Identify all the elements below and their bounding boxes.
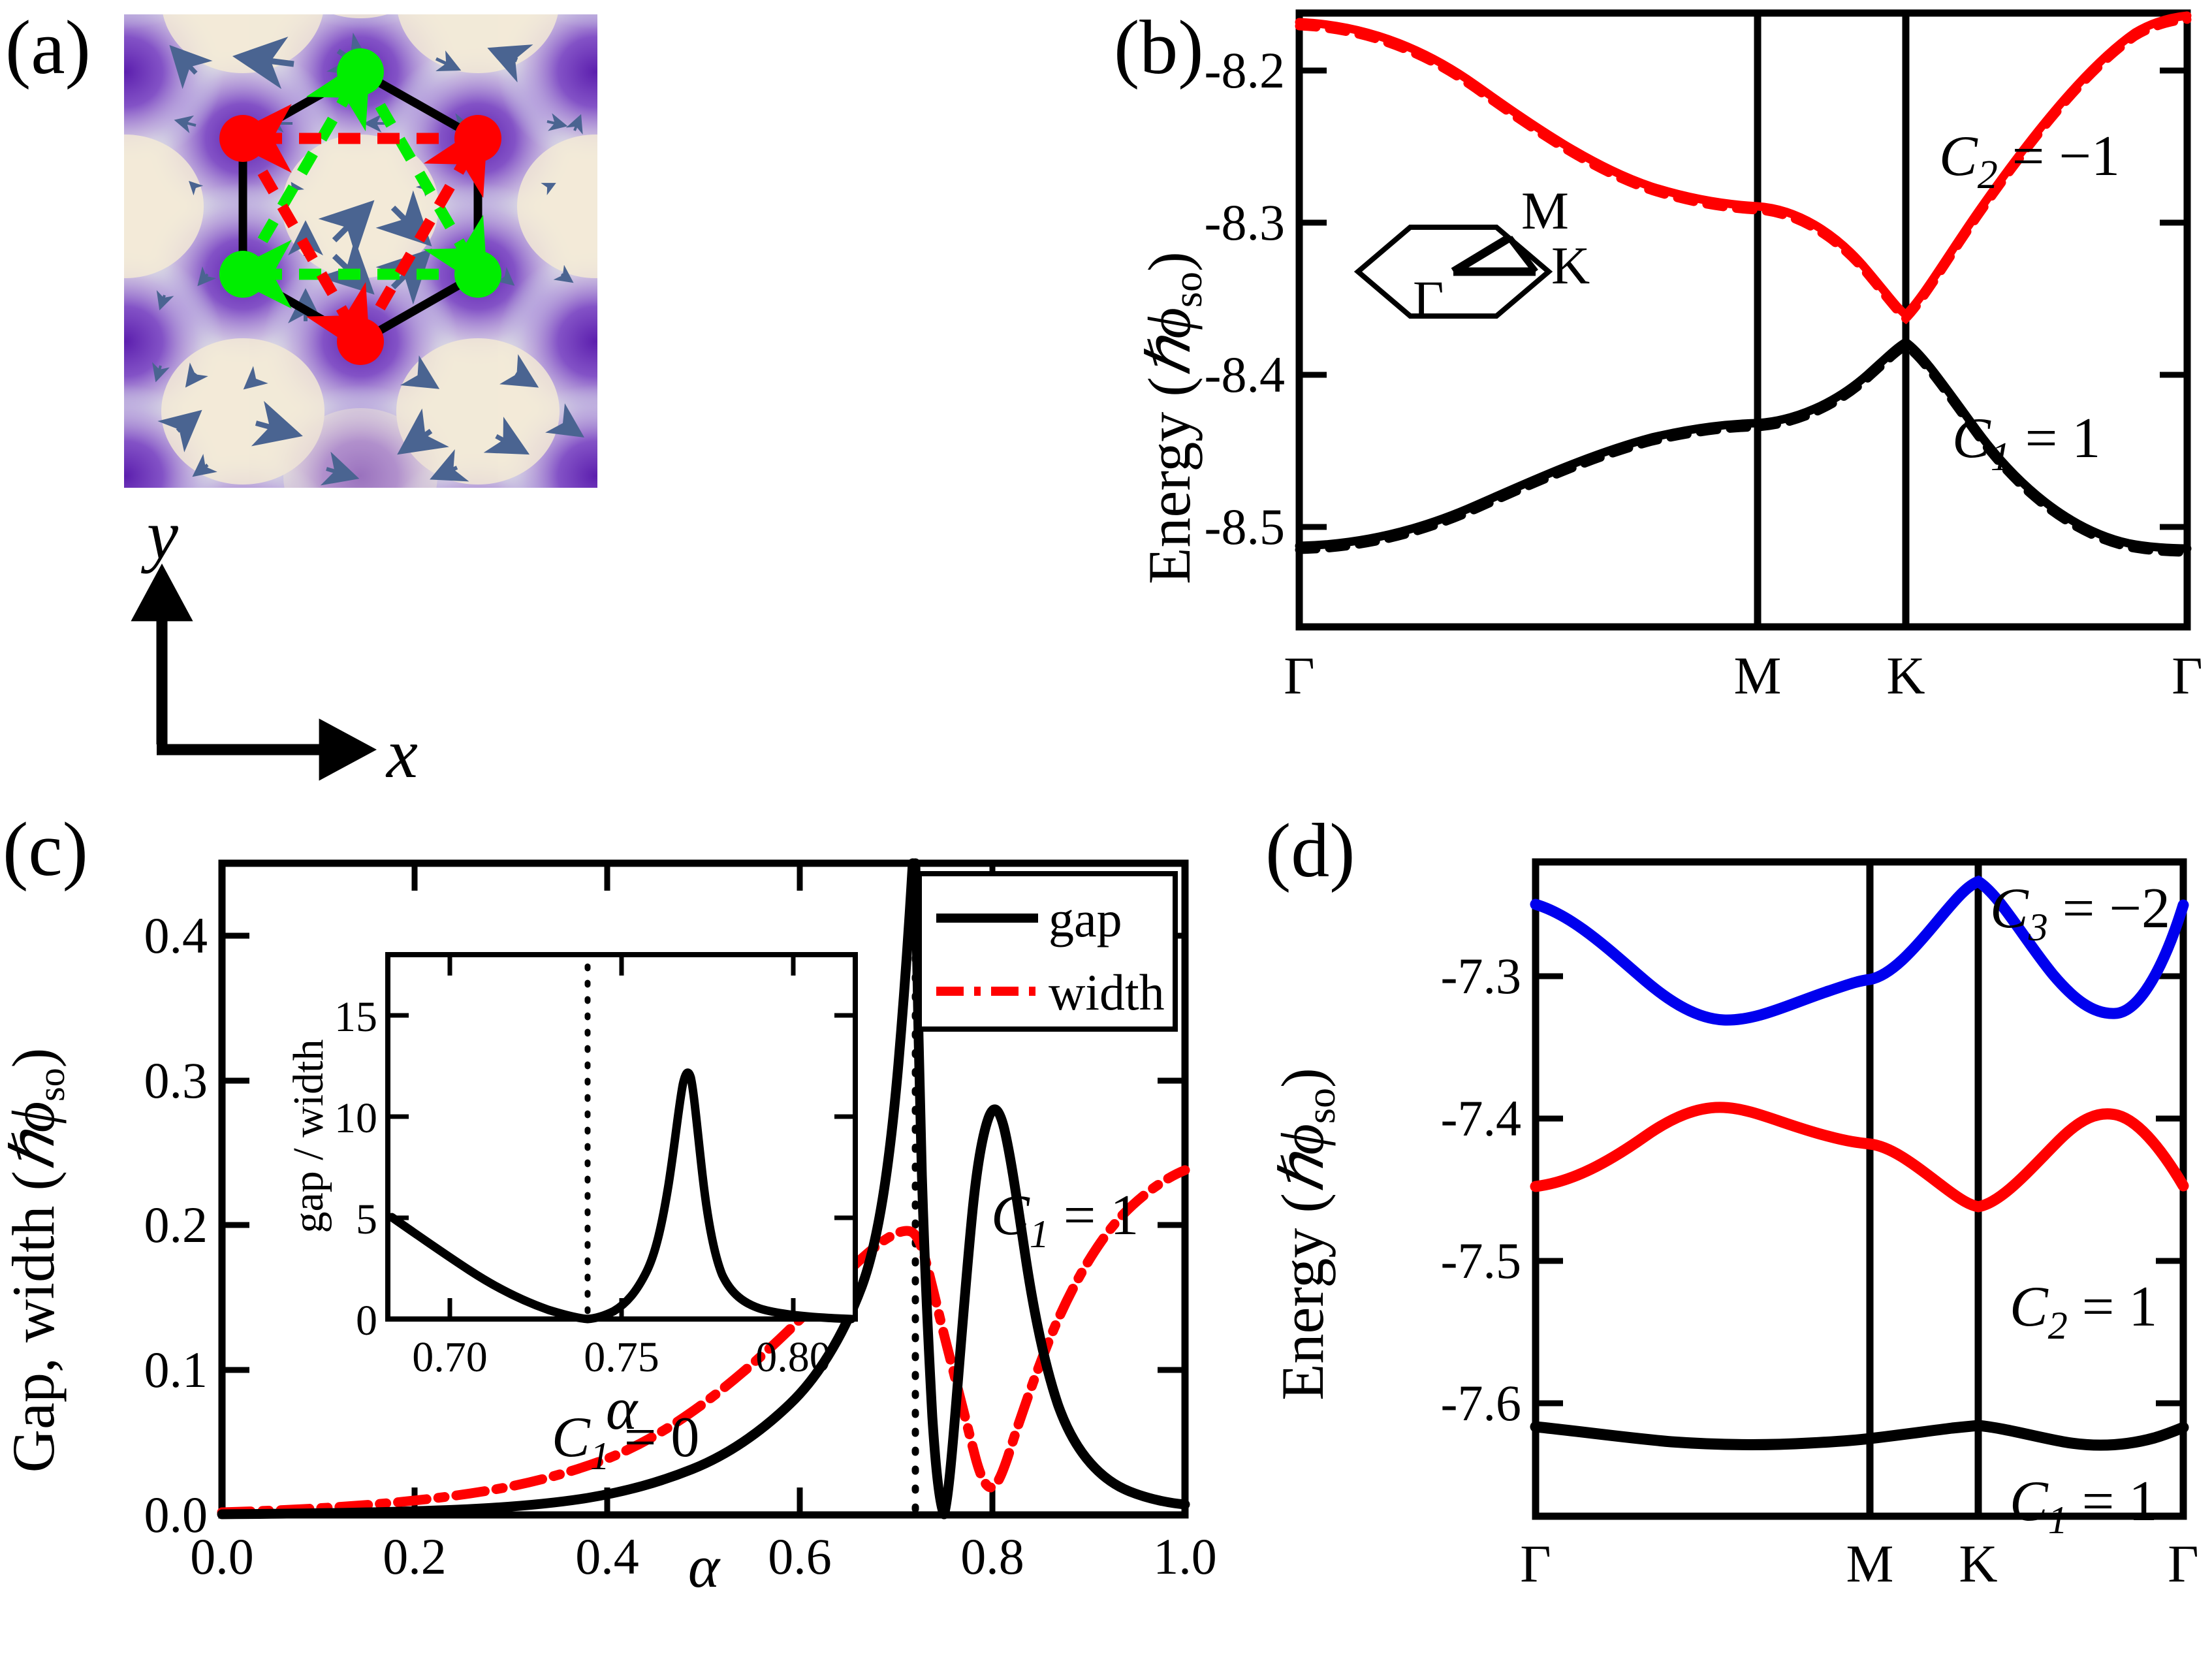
- panel-b-ytick-1: -8.3: [1205, 194, 1285, 251]
- panel-d-ytick-3: -7.6: [1441, 1375, 1521, 1431]
- potential-density-map: [124, 14, 597, 488]
- panel-d-chern-c3: C3 = −2: [1990, 877, 2170, 949]
- panel-b-inset-label-Gamma: Γ: [1413, 270, 1444, 329]
- panel-b-chern-c2: C2 = −1: [1939, 125, 2120, 197]
- panel-c-inset-xtick-0: 0.70: [412, 1333, 488, 1381]
- band-lower: [1295, 337, 2192, 553]
- panel-d-xtick-2: K: [1959, 1534, 1997, 1593]
- panel-d-band1: [1530, 1420, 2189, 1451]
- panel-c-inset-ytick-3: 15: [334, 993, 377, 1041]
- panel-c-xlabel: α: [688, 1533, 721, 1600]
- panel-d-band3: [1530, 875, 2189, 1026]
- panel-b-inset-label-M: M: [1521, 181, 1569, 240]
- panel-c-ylabel: Gap, width (ℏϕso): [0, 1048, 72, 1473]
- panel-c-chern-c1-zero: C1 = 0: [552, 1406, 699, 1478]
- panel-c-legend[interactable]: gap width: [917, 871, 1178, 1032]
- panel-c-curve-gap: [217, 858, 918, 1519]
- panel-d-xtick-3: Γ: [2168, 1534, 2198, 1593]
- panel-a-label: (a): [5, 5, 91, 90]
- site-upper-left: [219, 115, 266, 162]
- panel-c-xtick-1: 0.2: [383, 1528, 447, 1585]
- panel-c-ytick-2: 0.2: [144, 1196, 208, 1253]
- site-lower-left: [219, 251, 266, 298]
- panel-b-yticks: [1299, 67, 2187, 530]
- panel-c-ytick-3: 0.3: [144, 1052, 208, 1109]
- panel-d-xtick-1: M: [1846, 1534, 1894, 1593]
- panel-c-inset-ylabel-group: gap / width: [285, 1040, 332, 1233]
- panel-d-ytick-2: -7.5: [1441, 1232, 1521, 1289]
- panel-d-label: (d): [1265, 808, 1355, 893]
- legend-label-gap[interactable]: gap: [1049, 891, 1122, 947]
- panel-c-xtick-3: 0.6: [768, 1528, 832, 1585]
- panel-b-ytick-3: -8.5: [1205, 498, 1285, 555]
- panel-c-inset-ylabel: gap / width: [285, 1040, 332, 1233]
- panel-b-inset-brillouin-zone: M K Γ: [1353, 181, 1590, 329]
- site-upper-right: [454, 115, 501, 162]
- panel-c-frame: [218, 859, 1189, 1519]
- panel-c-xtick-5: 1.0: [1153, 1528, 1217, 1585]
- panel-b-bands: [1295, 337, 2192, 557]
- panel-c-chern-c1-one: C1 = 1: [991, 1184, 1139, 1256]
- panel-a: y x (a): [5, 5, 597, 793]
- panel-d-chern-c2: C2 = 1: [2010, 1275, 2157, 1347]
- panel-a-x-axis-label: x: [385, 715, 418, 793]
- panel-c-xtick-0: 0.0: [190, 1528, 254, 1585]
- green-hopping-triangle: [223, 54, 488, 309]
- band-upper: [1295, 11, 2192, 321]
- panel-d: (d) Energy (ℏϕso) -7.3 -7.4 -7.5 -7.6 Γ …: [1265, 808, 2199, 1593]
- panel-b-xtick-0: Γ: [1284, 646, 1314, 705]
- panel-c-inset-curve: [387, 1068, 856, 1324]
- panel-c-ytick-4: 0.4: [144, 907, 208, 964]
- panel-d-chern-c1: C1 = 1: [2010, 1470, 2157, 1542]
- panel-b-xtick-3: Γ: [2172, 646, 2202, 705]
- legend-label-width[interactable]: width: [1049, 964, 1165, 1021]
- panel-d-ylabel: Energy (ℏϕso): [1269, 1068, 1344, 1400]
- svg-text:Energy (ℏϕso): Energy (ℏϕso): [1136, 251, 1210, 584]
- panel-c-inset-ytick-0: 0: [356, 1297, 377, 1344]
- panel-c-ytick-1: 0.1: [144, 1341, 208, 1398]
- panel-b-chern-c1: C1 = 1: [1952, 407, 2100, 479]
- panel-c-xticks: [219, 863, 1188, 1515]
- panel-c-xtick-2: 0.4: [575, 1528, 639, 1585]
- site-lower-right: [454, 251, 501, 298]
- panel-b-label: (b): [1114, 5, 1204, 90]
- panel-b-ylabel: Energy (ℏϕso): [1136, 251, 1210, 584]
- panel-c-inset-xtick-2: 0.80: [755, 1333, 831, 1381]
- panel-d-ytick-0: -7.3: [1441, 947, 1521, 1004]
- panel-a-axes: [131, 563, 377, 781]
- panel-b-bands-upper: [1295, 11, 2192, 325]
- svg-text:Energy (ℏϕso): Energy (ℏϕso): [1269, 1068, 1344, 1400]
- panel-c-label: (c): [3, 806, 88, 892]
- panel-b-ytick-0: -8.2: [1205, 42, 1285, 99]
- panel-d-band2: [1530, 1102, 2189, 1213]
- panel-d-xtick-0: Γ: [1520, 1534, 1551, 1593]
- panel-c-inset-xtick-1: 0.75: [584, 1333, 659, 1381]
- panel-c: (c) Gap, width (ℏϕso) 0.0 0.1 0.2 0.3 0.…: [0, 806, 1217, 1600]
- panel-b-ytick-2: -8.4: [1205, 346, 1285, 403]
- site-top: [337, 48, 384, 95]
- panel-c-inset-ytick-2: 10: [334, 1094, 377, 1142]
- panel-d-frame: [1532, 858, 2187, 1520]
- panel-b-xtick-2: K: [1886, 646, 1925, 705]
- panel-a-y-axis-label: y: [140, 496, 178, 574]
- panel-b-xtick-1: M: [1734, 646, 1782, 705]
- panel-c-ytick-0: 0.0: [144, 1486, 208, 1543]
- panel-c-inset-ytick-1: 5: [356, 1196, 377, 1243]
- panel-c-curve-gap-3: [939, 1104, 1190, 1519]
- panel-d-yticks: [1536, 973, 2183, 1407]
- panel-c-xtick-4: 0.8: [960, 1528, 1024, 1585]
- panel-b-frame: [1295, 9, 2191, 631]
- panel-c-inset: 0 5 10 15 0.70 0.75 0.80 α gap / width: [285, 952, 858, 1442]
- panel-c-inset-xlabel: α: [606, 1375, 639, 1442]
- panel-d-ytick-1: -7.4: [1441, 1090, 1521, 1147]
- red-hopping-triangle: [223, 104, 488, 359]
- panel-b: (b) Energy (ℏϕso) -8.2 -8.3 -8.4 -8.5 Γ …: [1114, 5, 2203, 705]
- svg-text:Gap, width (ℏϕso): Gap, width (ℏϕso): [0, 1048, 72, 1473]
- site-bottom: [337, 318, 384, 365]
- lattice-sites: [219, 48, 501, 365]
- panel-b-inset-label-K: K: [1551, 236, 1590, 295]
